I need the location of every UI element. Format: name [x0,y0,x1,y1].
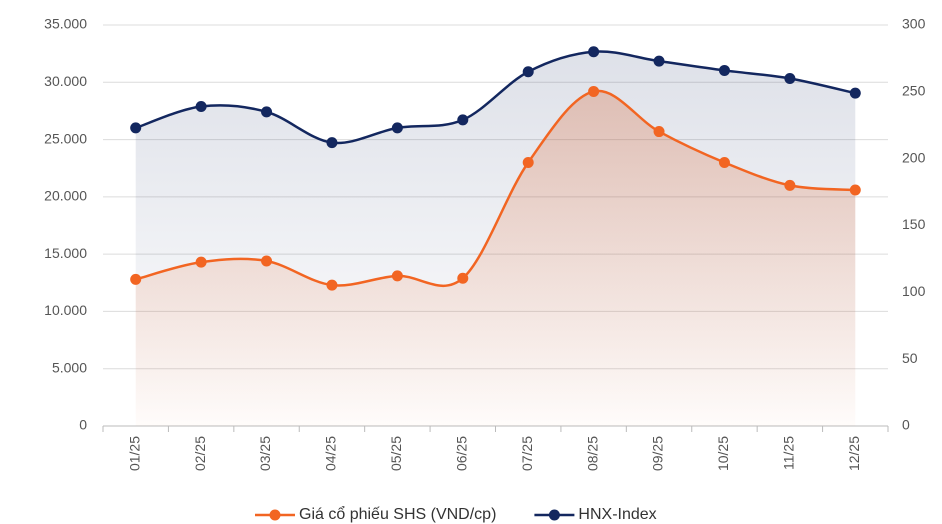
data-point [326,279,338,291]
y-tick-label: 15.000 [44,245,87,261]
data-point [130,273,142,285]
data-point [522,156,534,168]
data-point [588,46,600,58]
y-tick-label: 20.000 [44,188,87,204]
x-tick-label: 09/25 [650,436,666,471]
data-point [849,87,861,99]
data-point [195,256,207,268]
y-tick-label: 0 [79,417,87,433]
x-tick-label: 07/25 [519,436,535,471]
y-tick-label: 30.000 [44,73,87,89]
x-tick-label: 12/25 [846,436,862,471]
y2-tick-label: 300 [902,16,926,32]
data-point [653,126,665,138]
legend-label: Giá cổ phiếu SHS (VND/cp) [299,505,496,523]
y2-tick-label: 50 [902,350,918,366]
data-point [130,122,142,134]
legend-label: HNX-Index [578,506,656,523]
data-point [718,64,730,76]
data-point [457,272,469,284]
data-point [784,179,796,191]
series-area [135,51,856,427]
data-point [849,184,861,196]
legend-dot [269,509,281,521]
data-point [195,101,207,113]
y-tick-label: 5.000 [52,359,87,375]
data-point [261,106,273,118]
data-point [261,255,273,267]
data-point [391,122,403,134]
data-point [718,156,730,168]
data-point [522,66,534,78]
y-tick-label: 25.000 [44,130,87,146]
x-tick-label: 11/25 [781,436,797,470]
x-tick-label: 03/25 [257,436,273,471]
x-tick-label: 05/25 [388,436,404,471]
data-point [326,137,338,149]
data-point [457,114,469,126]
y2-tick-label: 250 [902,83,926,99]
y2-tick-label: 0 [902,417,910,433]
x-tick-label: 08/25 [584,436,600,471]
y2-tick-label: 150 [902,216,926,232]
data-point [391,270,403,282]
legend-dot [548,509,560,521]
y2-tick-label: 100 [902,283,926,299]
y-tick-label: 35.000 [44,16,87,32]
x-tick-label: 02/25 [192,436,208,471]
data-point [653,55,665,67]
x-tick-label: 06/25 [453,436,469,471]
x-tick-label: 01/25 [126,436,142,471]
x-tick-label: 04/25 [323,436,339,471]
x-tick-label: 10/25 [715,436,731,471]
data-point [784,72,796,84]
y-tick-label: 10.000 [44,302,87,318]
y2-tick-label: 200 [902,149,926,165]
data-point [588,85,600,97]
